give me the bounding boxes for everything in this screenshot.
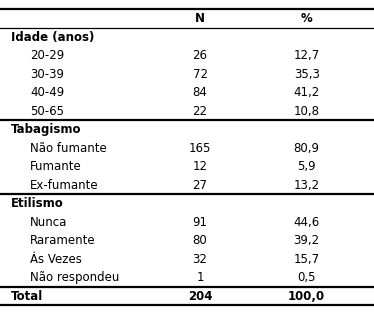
Text: 80,9: 80,9 [294, 142, 320, 154]
Text: 80: 80 [193, 234, 208, 247]
Text: 41,2: 41,2 [294, 86, 320, 99]
Text: 26: 26 [193, 49, 208, 62]
Text: 20-29: 20-29 [30, 49, 64, 62]
Text: Etilismo: Etilismo [11, 197, 64, 210]
Text: 72: 72 [193, 68, 208, 81]
Text: 84: 84 [193, 86, 208, 99]
Text: 10,8: 10,8 [294, 105, 320, 118]
Text: Total: Total [11, 290, 43, 303]
Text: 12: 12 [193, 160, 208, 173]
Text: 39,2: 39,2 [294, 234, 320, 247]
Text: 204: 204 [188, 290, 212, 303]
Text: 12,7: 12,7 [294, 49, 320, 62]
Text: 44,6: 44,6 [294, 216, 320, 229]
Text: Não fumante: Não fumante [30, 142, 107, 154]
Text: Não respondeu: Não respondeu [30, 271, 119, 284]
Text: 91: 91 [193, 216, 208, 229]
Text: 35,3: 35,3 [294, 68, 320, 81]
Text: 5,9: 5,9 [297, 160, 316, 173]
Text: Idade (anos): Idade (anos) [11, 31, 95, 44]
Text: 32: 32 [193, 252, 208, 266]
Text: Nunca: Nunca [30, 216, 67, 229]
Text: Tabagismo: Tabagismo [11, 123, 82, 136]
Text: 22: 22 [193, 105, 208, 118]
Text: 50-65: 50-65 [30, 105, 64, 118]
Text: 165: 165 [189, 142, 211, 154]
Text: Fumante: Fumante [30, 160, 82, 173]
Text: 0,5: 0,5 [297, 271, 316, 284]
Text: %: % [301, 12, 313, 25]
Text: N: N [195, 12, 205, 25]
Text: Ex-fumante: Ex-fumante [30, 179, 98, 192]
Text: 27: 27 [193, 179, 208, 192]
Text: Raramente: Raramente [30, 234, 95, 247]
Text: 1: 1 [196, 271, 204, 284]
Text: 100,0: 100,0 [288, 290, 325, 303]
Text: Ás Vezes: Ás Vezes [30, 252, 82, 266]
Text: 30-39: 30-39 [30, 68, 64, 81]
Text: 15,7: 15,7 [294, 252, 320, 266]
Text: 13,2: 13,2 [294, 179, 320, 192]
Text: 40-49: 40-49 [30, 86, 64, 99]
